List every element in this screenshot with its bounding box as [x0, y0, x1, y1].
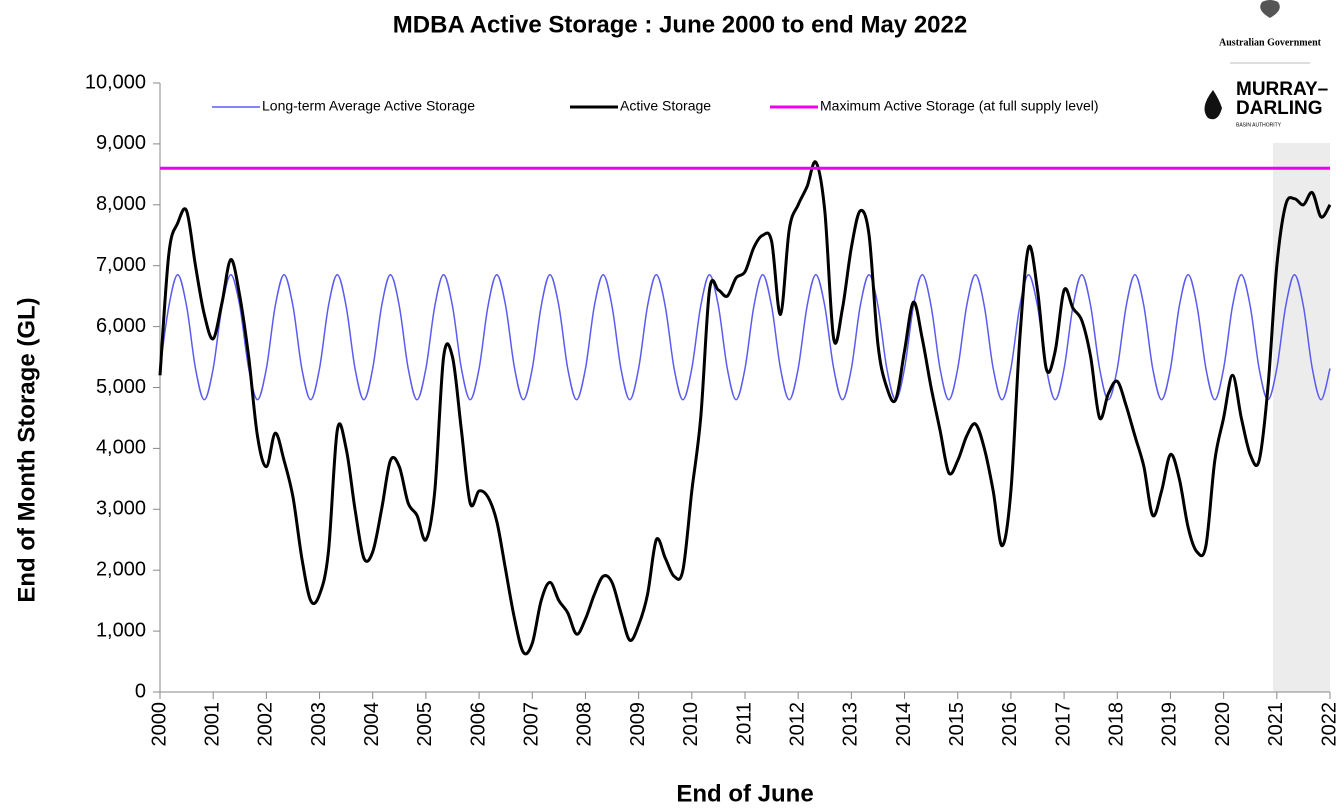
crest-icon: [1260, 0, 1280, 18]
x-tick-label: 2010: [680, 702, 702, 747]
legend-label: Active Storage: [620, 98, 711, 114]
logo-line1: MURRAY–: [1236, 79, 1328, 100]
x-tick-label: 2012: [786, 702, 808, 747]
y-tick-label: 2,000: [96, 558, 146, 580]
y-tick-label: 5,000: [96, 376, 146, 398]
x-tick-label: 2003: [308, 702, 330, 747]
y-tick-label: 3,000: [96, 498, 146, 520]
x-axis-label: End of June: [676, 780, 813, 807]
logo-line3: BASIN AUTHORITY: [1236, 122, 1282, 128]
gov-text: Australian Government: [1219, 37, 1322, 48]
x-tick-label: 2006: [467, 702, 489, 747]
x-tick-label: 2002: [255, 702, 277, 747]
x-tick-label: 2019: [1159, 702, 1181, 747]
series-line: [158, 160, 1332, 656]
logo-line2: DARLING: [1236, 98, 1323, 119]
x-tick-label: 2007: [521, 702, 543, 747]
x-tick-label: 2001: [201, 702, 223, 747]
forecast-shade: [1273, 143, 1330, 692]
y-tick-label: 10,000: [85, 71, 146, 93]
y-tick-label: 1,000: [96, 619, 146, 641]
x-tick-label: 2009: [627, 702, 649, 747]
chart-title: MDBA Active Storage : June 2000 to end M…: [393, 11, 967, 38]
x-tick-label: 2000: [148, 702, 170, 747]
x-tick-label: 2004: [361, 702, 383, 747]
x-tick-label: 2021: [1265, 702, 1287, 747]
x-tick-label: 2022: [1318, 702, 1340, 747]
x-tick-label: 2018: [1106, 702, 1128, 747]
x-tick-label: 2005: [414, 702, 436, 747]
legend-label: Maximum Active Storage (at full supply l…: [820, 98, 1099, 114]
x-tick-label: 2017: [1052, 702, 1074, 747]
legend-label: Long-term Average Active Storage: [262, 98, 475, 114]
y-tick-label: 0: [135, 680, 146, 702]
y-tick-label: 6,000: [96, 315, 146, 337]
mdba-icon: [1204, 90, 1222, 120]
x-tick-label: 2014: [893, 702, 915, 747]
x-tick-label: 2015: [946, 702, 968, 747]
x-tick-label: 2008: [574, 702, 596, 747]
x-tick-label: 2013: [840, 702, 862, 747]
y-tick-label: 8,000: [96, 193, 146, 215]
x-tick-label: 2016: [999, 702, 1021, 747]
x-tick-label: 2011: [733, 702, 755, 745]
y-tick-label: 7,000: [96, 254, 146, 276]
series-line: [159, 274, 1331, 401]
y-axis-label: End of Month Storage (GL): [13, 297, 40, 602]
y-tick-label: 9,000: [96, 132, 146, 154]
y-tick-label: 4,000: [96, 437, 146, 459]
x-tick-label: 2020: [1212, 702, 1234, 747]
